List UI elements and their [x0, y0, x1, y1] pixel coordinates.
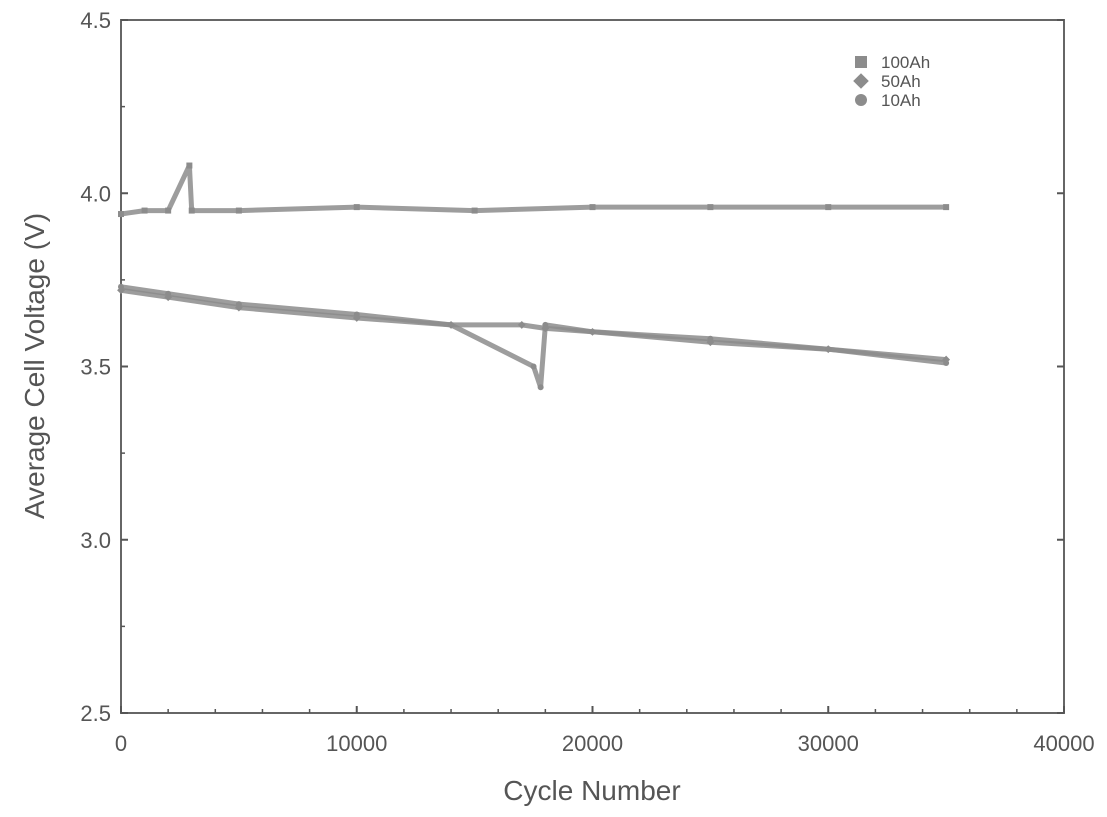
plot-frame [120, 19, 1065, 714]
series-layer [117, 162, 951, 391]
data-point-10ah [589, 328, 596, 335]
series-line-100ah [120, 163, 947, 217]
data-point-100ah [188, 207, 195, 214]
legend-label-50ah: 50Ah [881, 72, 921, 91]
data-point-100ah [235, 207, 242, 214]
axis-ticks: 0 10000 20000 30000 40000 2.5 3.0 3.5 4.0 4.5 [80, 8, 1094, 756]
data-point-10ah [537, 384, 544, 391]
y-axis-title: Average Cell Voltage (V) [19, 213, 50, 519]
x-tick-label: 30000 [798, 731, 859, 756]
x-axis-title: Cycle Number [503, 775, 680, 806]
series-50ah [117, 286, 951, 364]
data-point-10ah [118, 283, 124, 290]
series-10ah [118, 283, 950, 391]
y-tick-label: 4.5 [80, 8, 111, 33]
data-point-10ah [353, 311, 360, 318]
data-point-10ah [943, 360, 950, 367]
data-point-100ah [186, 162, 193, 169]
data-point-100ah [707, 204, 714, 211]
data-point-10ah [165, 290, 172, 297]
x-tick-label: 20000 [562, 731, 623, 756]
data-point-100ah [353, 204, 360, 211]
data-point-10ah [707, 335, 714, 342]
series-100ah [118, 162, 950, 218]
x-tick-label: 10000 [326, 731, 387, 756]
legend-label-100ah: 100Ah [881, 53, 930, 72]
data-point-50ah [517, 321, 526, 329]
data-point-100ah [141, 207, 148, 214]
y-tick-label: 3.5 [80, 355, 111, 380]
data-point-100ah [471, 207, 478, 214]
data-point-100ah [589, 204, 596, 211]
legend-marker-10ah [855, 94, 867, 106]
y-tick-label: 2.5 [80, 701, 111, 726]
data-point-100ah [943, 204, 950, 211]
data-point-10ah [825, 346, 832, 353]
data-point-10ah [235, 301, 242, 308]
data-point-10ah [530, 363, 537, 370]
data-point-10ah [542, 321, 549, 328]
x-tick-label: 40000 [1033, 731, 1094, 756]
data-point-50ah [942, 355, 951, 364]
legend-marker-100ah [855, 56, 867, 68]
data-point-10ah [448, 321, 455, 328]
y-tick-label: 3.0 [80, 528, 111, 553]
series-line-10ah [120, 284, 947, 390]
legend-label-10ah: 10Ah [881, 91, 921, 110]
y-tick-label: 4.0 [80, 181, 111, 206]
legend-marker-50ah [853, 73, 869, 89]
data-point-100ah [165, 207, 172, 214]
x-tick-label: 0 [115, 731, 127, 756]
data-point-100ah [118, 211, 124, 218]
data-point-50ah [706, 338, 715, 347]
data-point-100ah [825, 204, 832, 211]
